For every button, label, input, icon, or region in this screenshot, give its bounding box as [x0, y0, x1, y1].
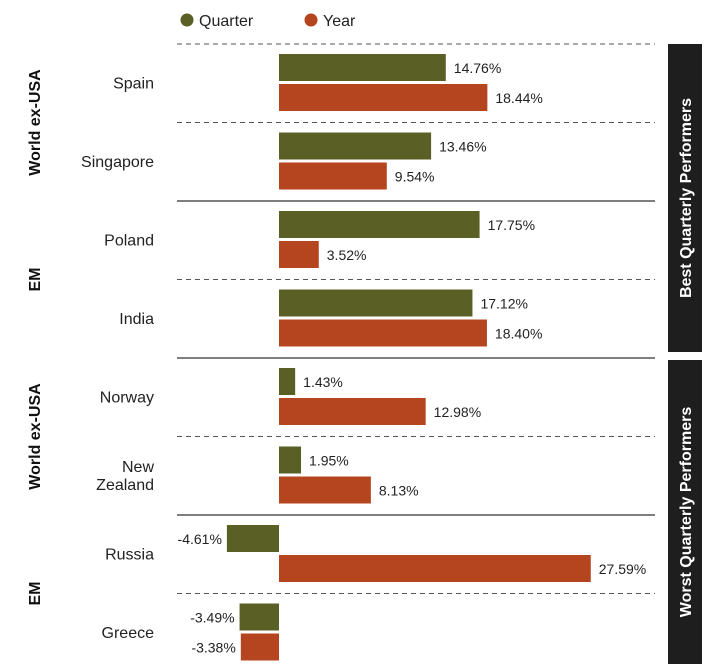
bar-year-0 [279, 84, 488, 111]
bar-quarter-4 [279, 368, 296, 395]
category-label-4: Norway [100, 390, 154, 407]
bar-quarter-3-label: 17.12% [480, 296, 527, 312]
bar-quarter-7 [239, 603, 279, 631]
bar-year-2-label: 3.52% [327, 247, 367, 263]
side-panel-label-1: Worst Quarterly Performers [678, 407, 695, 618]
region-group-labels: World ex-USA EM World ex-USA EM [27, 69, 44, 606]
legend-quarter-label: Quarter [199, 13, 254, 30]
legend-quarter-swatch [180, 13, 194, 27]
bar-year-6-label: 27.59% [599, 561, 646, 577]
category-label-5: New Zealand [96, 459, 154, 494]
region-group-label-1: EM [27, 268, 44, 292]
bar-quarter-6 [226, 525, 279, 552]
region-group-label-2: World ex-USA [27, 383, 44, 490]
bar-year-2 [279, 241, 319, 268]
bar-year-4 [279, 398, 426, 425]
bar-quarter-4-label: 1.43% [303, 374, 343, 390]
legend-year-label: Year [323, 13, 356, 30]
category-label-3: India [119, 311, 154, 328]
bar-quarter-1 [279, 132, 432, 160]
bar-year-3 [279, 319, 487, 347]
legend: Quarter Year [180, 13, 356, 30]
bar-year-4-label: 12.98% [434, 404, 481, 420]
bar-quarter-2 [279, 211, 480, 238]
bar-quarter-0 [279, 54, 446, 81]
bar-year-6 [279, 555, 591, 582]
bar-quarter-3 [279, 289, 473, 317]
category-label-2: Poland [104, 233, 154, 250]
bar-year-7 [240, 633, 279, 661]
bar-year-1-label: 9.54% [395, 169, 435, 185]
side-panel-label-0: Best Quarterly Performers [678, 98, 695, 298]
bar-quarter-6-label: -4.61% [178, 531, 222, 547]
bars: 14.76% 18.44% 13.46%9.54% 17.75% 3.52% 17.12%… [178, 54, 646, 661]
bar-year-5 [279, 476, 371, 504]
category-label-0: Spain [113, 76, 154, 93]
bar-quarter-7-label: -3.49% [190, 610, 234, 626]
bar-quarter-5 [279, 446, 302, 474]
region-group-label-0: World ex-USA [27, 69, 44, 176]
bar-year-1 [279, 162, 387, 190]
category-label-7: Greece [102, 625, 155, 642]
bar-year-7-label: -3.38% [191, 640, 235, 656]
category-labels: Spain Singapore Poland India Norway New Zealan… [81, 76, 154, 643]
bar-year-3-label: 18.40% [495, 326, 542, 342]
row-separators [177, 43, 655, 594]
bar-year-5-label: 8.13% [379, 483, 419, 499]
bar-quarter-1-label: 13.46% [439, 139, 486, 155]
bar-quarter-2-label: 17.75% [488, 217, 535, 233]
side-panels: Best Quarterly Performers Worst Quarterly… [668, 44, 702, 664]
legend-year-swatch [304, 13, 318, 27]
side-panel-1 [668, 360, 702, 664]
region-group-label-3: EM [27, 582, 44, 606]
category-label-6: Russia [105, 547, 154, 564]
side-panel-0 [668, 44, 702, 352]
bar-quarter-5-label: 1.95% [309, 453, 349, 469]
category-label-1: Singapore [81, 154, 154, 171]
bar-year-0-label: 18.44% [495, 90, 542, 106]
bar-quarter-0-label: 14.76% [454, 60, 501, 76]
